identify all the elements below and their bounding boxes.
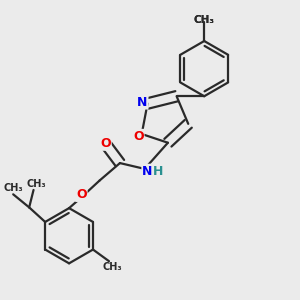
Text: O: O	[100, 137, 111, 150]
Text: CH₃: CH₃	[3, 183, 23, 193]
Text: O: O	[133, 130, 144, 143]
Text: O: O	[76, 188, 87, 201]
Text: CH₃: CH₃	[103, 262, 122, 272]
Text: CH₃: CH₃	[27, 178, 46, 189]
Text: N: N	[137, 95, 148, 109]
Text: CH₃: CH₃	[194, 15, 215, 25]
Text: N: N	[142, 165, 153, 178]
Text: H: H	[152, 165, 163, 178]
Text: CH₃: CH₃	[194, 15, 215, 25]
